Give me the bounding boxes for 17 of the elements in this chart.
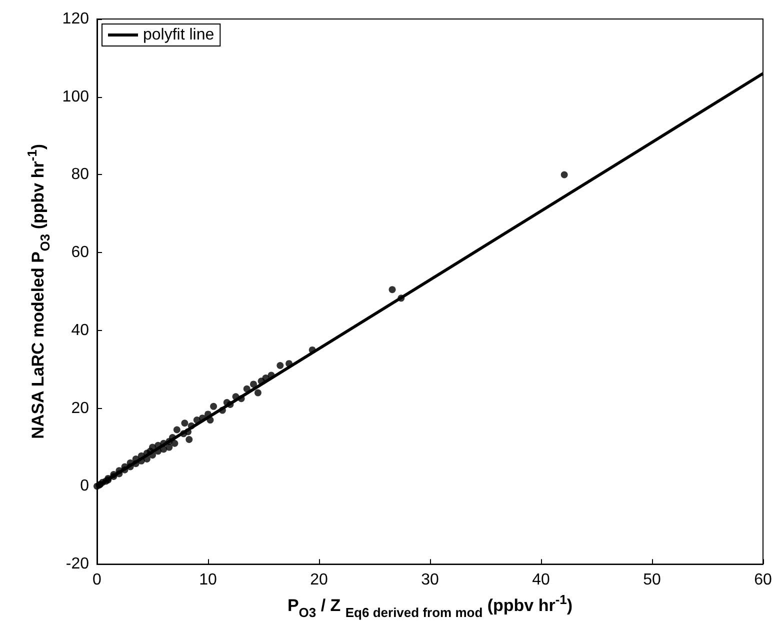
x-tick-label: 30	[421, 572, 439, 589]
x-tick-label: 40	[532, 572, 550, 589]
y-tick-label: 0	[80, 478, 90, 495]
y-tick-label: -20	[66, 556, 90, 573]
x-tick-label: 60	[754, 572, 772, 589]
x-tick-label: 10	[199, 572, 217, 589]
x-tick-label: 50	[643, 572, 661, 589]
y-tick-label: 60	[71, 244, 90, 262]
legend-label: polyfit line	[143, 26, 214, 44]
y-tick-label: 20	[71, 400, 90, 417]
y-tick-label: 40	[71, 322, 90, 339]
y-tick-label: 80	[71, 166, 90, 184]
y-tick-label: 100	[62, 88, 90, 106]
x-tick-label: 20	[310, 572, 328, 589]
y-axis-title: NASA LaRC modeled PO3 (ppbv hr-1)	[24, 144, 52, 439]
y-tick-label: 120	[62, 10, 90, 28]
x-tick-label: 0	[92, 572, 102, 589]
